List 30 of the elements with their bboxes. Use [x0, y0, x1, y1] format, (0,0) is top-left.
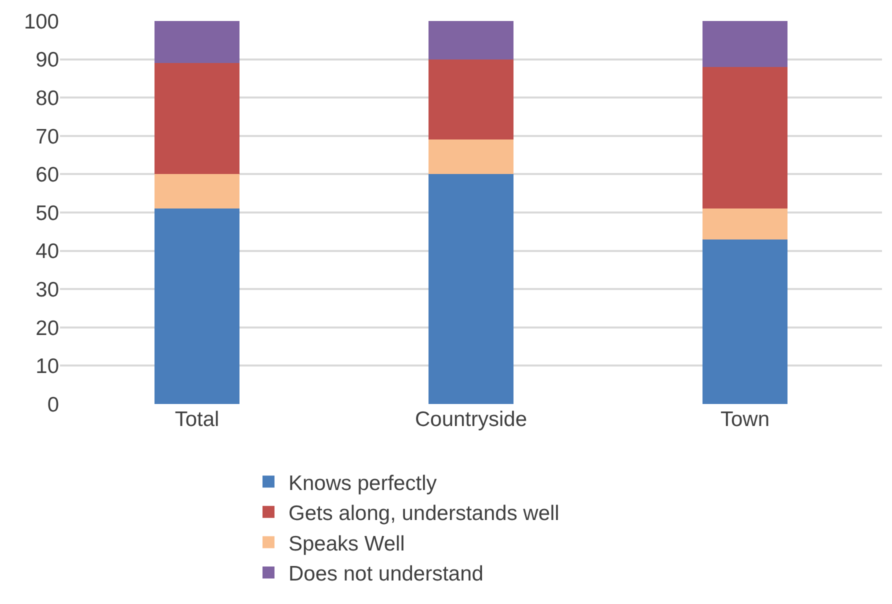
- y-tick-label: 60: [36, 164, 59, 187]
- bar: [428, 21, 514, 60]
- y-tick-label: 10: [36, 355, 59, 378]
- bar: [428, 59, 514, 140]
- x-tick-label: Countryside: [414, 408, 528, 431]
- y-tick-label: 40: [36, 240, 59, 264]
- bar: [154, 174, 240, 209]
- y-tick-label: 70: [36, 125, 59, 148]
- bar: [154, 208, 240, 404]
- y-tick-label: 90: [36, 48, 59, 72]
- y-tick-label: 30: [36, 278, 59, 302]
- bar: [702, 66, 788, 209]
- x-tick-label: Total: [174, 408, 220, 431]
- legend-label: Gets along, understands well: [288, 502, 560, 526]
- bar: [154, 21, 240, 64]
- x-tick-label: Town: [720, 408, 770, 431]
- legend-label: Does not understand: [288, 562, 484, 586]
- y-tick-label: 20: [36, 316, 59, 340]
- legend-label: Speaks Well: [288, 532, 405, 556]
- bar: [154, 63, 240, 174]
- legend-label: Knows perfectly: [288, 472, 438, 495]
- bar: [702, 21, 788, 67]
- y-tick-label: 80: [36, 86, 59, 110]
- bar: [428, 140, 514, 174]
- y-tick-label: 100: [24, 10, 59, 34]
- y-tick-label: 50: [36, 202, 59, 225]
- bar: [428, 174, 514, 404]
- bar: [702, 208, 788, 240]
- y-tick-label: 0: [47, 393, 59, 416]
- bar: [702, 239, 788, 404]
